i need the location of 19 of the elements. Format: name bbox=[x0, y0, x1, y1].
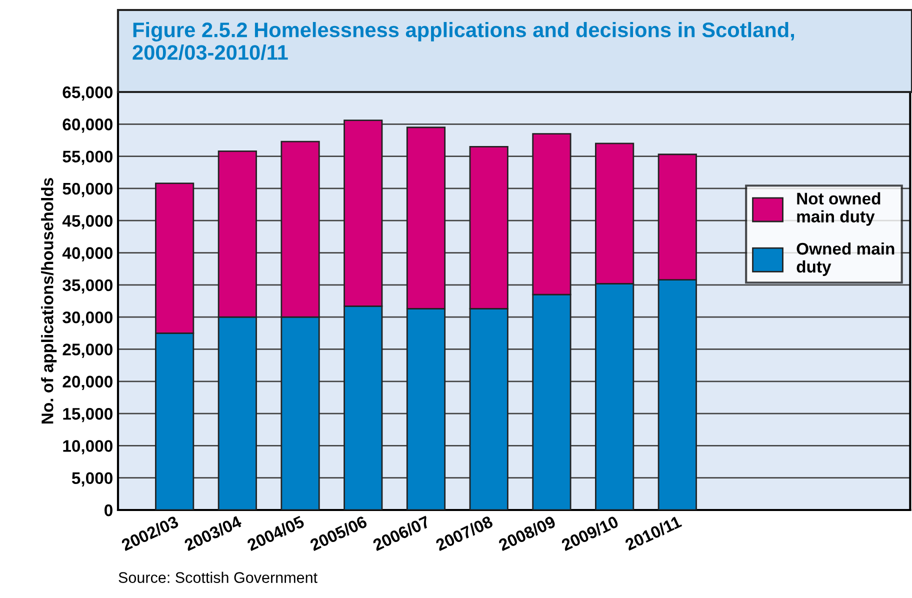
y-tick-label: 0 bbox=[104, 504, 112, 516]
y-tick-label: 30,000 bbox=[62, 311, 112, 326]
y-tick-label: 55,000 bbox=[62, 150, 112, 165]
y-axis-title: No. of applications/households bbox=[41, 178, 57, 424]
y-tick-label: 5,000 bbox=[72, 472, 112, 486]
y-tick-label: 40,000 bbox=[62, 247, 112, 262]
legend-label: Owned main duty bbox=[796, 242, 894, 276]
legend-label: Not owned main duty bbox=[797, 192, 880, 226]
y-tick-label: 10,000 bbox=[63, 440, 112, 454]
y-tick-label: 15,000 bbox=[63, 408, 112, 422]
y-tick-label: 60,000 bbox=[62, 118, 112, 133]
y-tick-label: 45,000 bbox=[62, 215, 112, 230]
y-tick-label: 65,000 bbox=[62, 86, 112, 101]
y-tick-label: 25,000 bbox=[62, 344, 112, 358]
y-tick-label: 35,000 bbox=[62, 279, 112, 294]
source-note: Source: Scottish Government bbox=[118, 572, 318, 583]
y-tick-label: 20,000 bbox=[62, 376, 112, 390]
chart-title: Figure 2.5.2 Homelessness applications and decisions in Scotland, 2002/03-2010/11 bbox=[132, 22, 794, 60]
y-tick-label: 50,000 bbox=[62, 182, 112, 198]
